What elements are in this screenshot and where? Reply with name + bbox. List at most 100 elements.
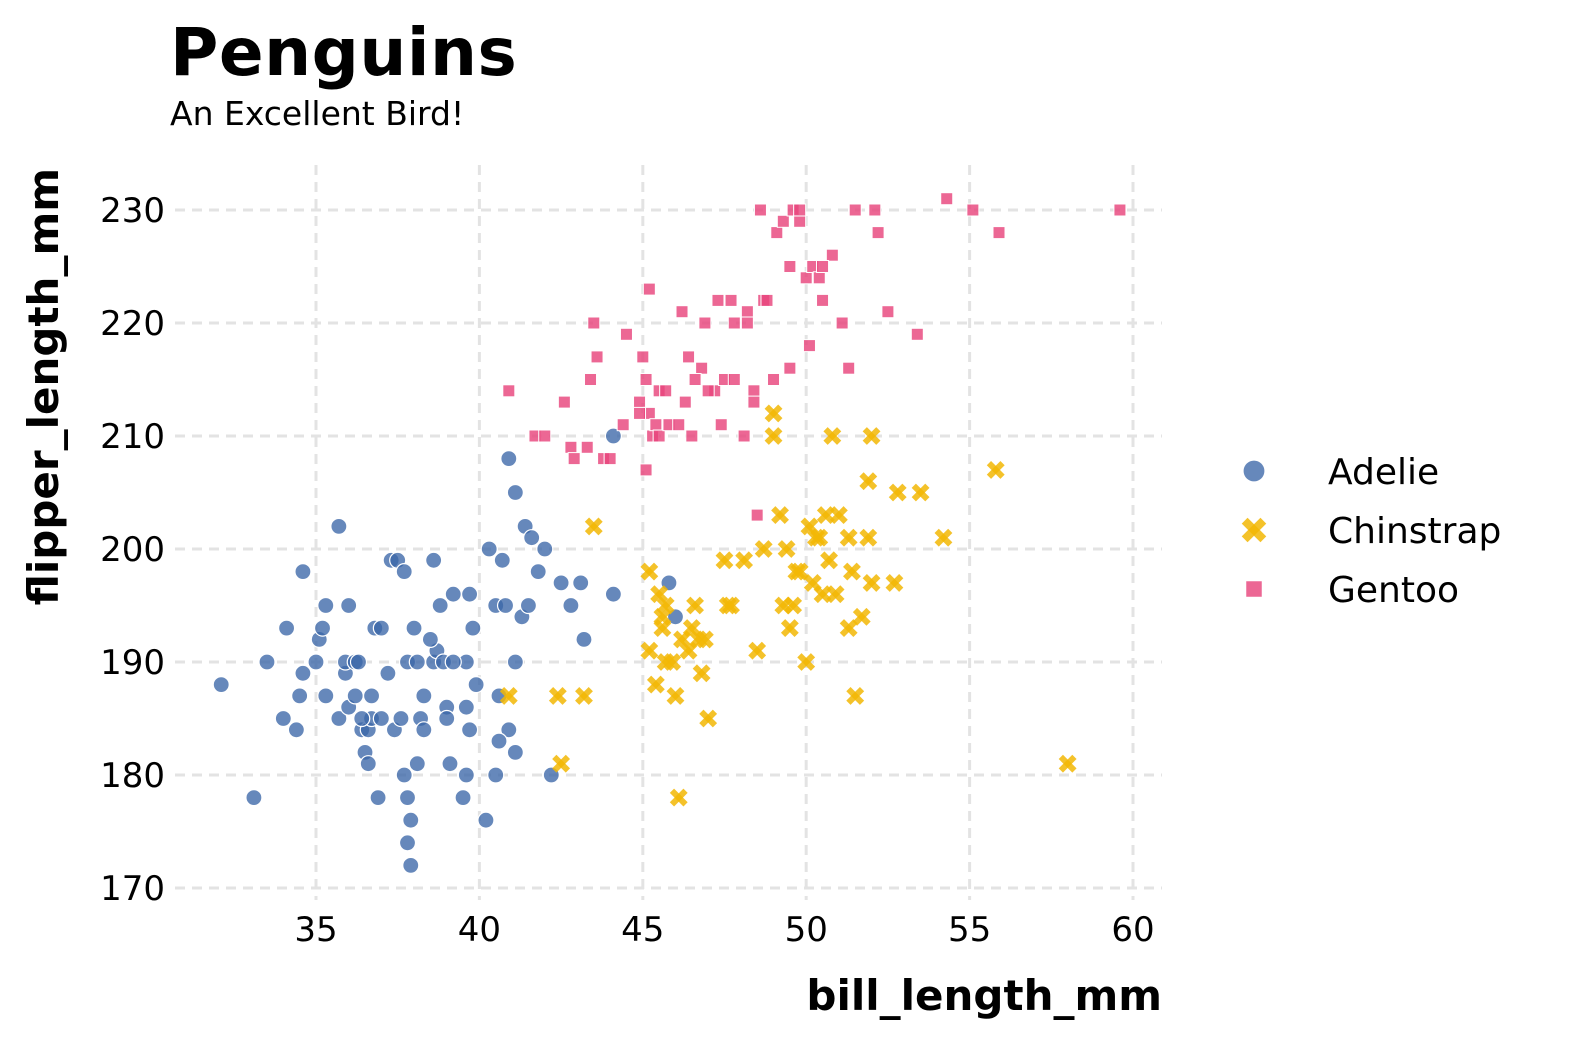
point-adelie (441, 755, 459, 773)
legend-label: Chinstrap (1328, 511, 1501, 552)
y-tick-label: 190 (100, 643, 165, 683)
point-gentoo (992, 226, 1006, 240)
point-gentoo (636, 350, 650, 364)
point-chinstrap (885, 573, 904, 592)
point-adelie (245, 788, 263, 807)
point-gentoo (747, 395, 761, 409)
point-adelie (294, 664, 312, 682)
point-adelie (487, 766, 505, 784)
point-adelie (369, 788, 387, 807)
point-chinstrap (986, 460, 1005, 479)
point-chinstrap (839, 528, 858, 547)
point-gentoo (727, 316, 741, 330)
point-adelie (395, 766, 413, 784)
point-chinstrap (666, 686, 685, 705)
point-adelie (330, 517, 348, 536)
x-tick-label: 55 (948, 910, 991, 950)
point-chinstrap (777, 540, 796, 558)
point-chinstrap (852, 607, 871, 626)
point-adelie (506, 743, 524, 762)
point-chinstrap (859, 528, 878, 547)
y-tick-label: 220 (100, 304, 165, 344)
point-gentoo (652, 429, 666, 443)
point-gentoo (776, 214, 790, 228)
x-tick-label: 40 (458, 910, 501, 950)
point-adelie (464, 619, 482, 637)
point-gentoo (848, 203, 862, 217)
point-gentoo (587, 316, 601, 330)
point-chinstrap (692, 664, 711, 683)
point-chinstrap (689, 630, 708, 649)
point-adelie (457, 766, 475, 784)
point-gentoo (871, 226, 885, 240)
point-adelie (431, 596, 449, 615)
point-chinstrap (584, 517, 603, 536)
x-tick-label: 60 (1111, 910, 1154, 950)
point-chinstrap (846, 686, 865, 705)
point-adelie (562, 596, 580, 615)
point-gentoo (727, 373, 741, 386)
point-chinstrap (1058, 754, 1077, 773)
point-adelie (395, 562, 413, 581)
point-adelie (480, 540, 498, 558)
point-chinstrap (862, 427, 881, 445)
point-chinstrap (748, 641, 767, 660)
point-gentoo (633, 406, 647, 420)
point-gentoo (698, 316, 712, 330)
point-chinstrap (650, 585, 669, 604)
point-adelie (372, 619, 390, 637)
point-adelie (552, 574, 570, 592)
point-gentoo (842, 361, 856, 375)
point-chinstrap (548, 686, 567, 705)
point-adelie (444, 585, 462, 603)
point-chinstrap (764, 404, 783, 423)
point-gentoo (753, 203, 767, 217)
point-gentoo (802, 339, 816, 353)
point-chinstrap (859, 472, 878, 491)
point-adelie (460, 721, 479, 739)
point-adelie (438, 709, 456, 728)
point-adelie (317, 596, 335, 615)
point-gentoo (584, 373, 598, 386)
point-chinstrap (669, 788, 688, 807)
point-gentoo (881, 305, 895, 319)
y-tick-label: 230 (100, 191, 165, 231)
point-chinstrap (829, 506, 848, 525)
legend-label: Adelie (1328, 452, 1439, 493)
point-gentoo (783, 260, 797, 273)
point-adelie (402, 856, 420, 875)
point-adelie (313, 619, 332, 637)
grid-lines (175, 165, 1162, 900)
point-gentoo (672, 418, 686, 432)
point-adelie (572, 574, 590, 592)
point-adelie (444, 653, 462, 671)
point-gentoo (580, 440, 594, 454)
series-adelie (212, 427, 685, 875)
point-adelie (294, 562, 312, 581)
point-gentoo (678, 395, 692, 409)
point-gentoo (642, 282, 656, 296)
point-adelie (346, 687, 364, 705)
point-adelie (349, 653, 368, 671)
point-gentoo (603, 452, 617, 466)
point-chinstrap (934, 528, 953, 547)
point-adelie (506, 653, 524, 671)
point-gentoo (760, 293, 774, 307)
point-chinstrap (754, 540, 773, 558)
point-adelie (277, 619, 296, 637)
point-adelie (500, 450, 518, 468)
point-gentoo (538, 429, 552, 443)
point-gentoo (649, 418, 663, 432)
point-adelie (287, 721, 305, 739)
point-chinstrap (780, 619, 799, 638)
point-adelie (359, 755, 377, 773)
point-chinstrap (640, 562, 659, 581)
point-adelie (425, 551, 443, 569)
point-chinstrap (826, 585, 845, 604)
point-adelie (307, 653, 325, 671)
point-gentoo (737, 429, 751, 443)
point-adelie (467, 675, 485, 694)
series-chinstrap (499, 404, 1077, 807)
point-chinstrap (797, 653, 816, 671)
